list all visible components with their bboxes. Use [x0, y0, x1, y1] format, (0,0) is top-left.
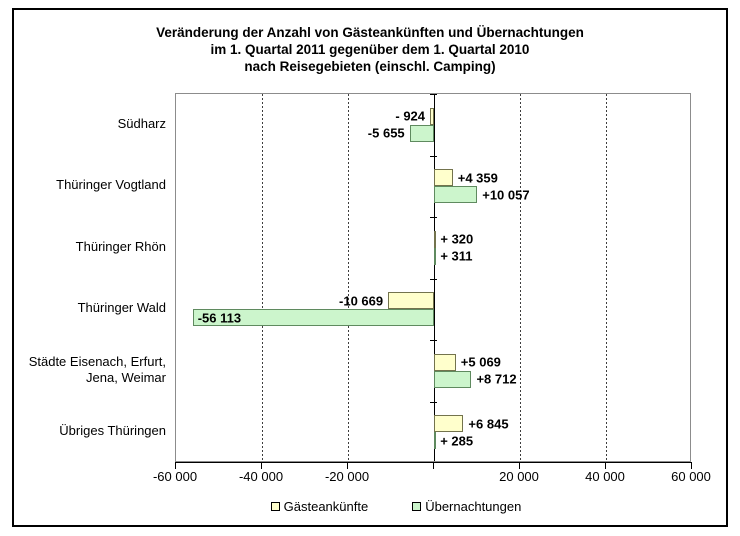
bar-bernachtungen-th-ringer-vogtland	[434, 186, 478, 204]
bar-label-bernachtungen-th-ringer-wald: -56 113	[197, 310, 242, 326]
legend: Gästeankünfte Übernachtungen	[0, 499, 740, 514]
bar-g-steank-nfte-st-dte-eisenach-erfurt	[434, 353, 456, 371]
bar-label-g-steank-nfte-briges-th-ringen: +6 845	[468, 416, 509, 432]
x-tick-label-20000: 20 000	[499, 469, 539, 484]
legend-swatch-gaesteankuenfte	[270, 502, 280, 511]
category-label-th-ringer-vogtland: Thüringer Vogtland	[56, 177, 166, 193]
category-axis-tick	[430, 340, 437, 341]
legend-label-uebernachtungen: Übernachtungen	[425, 499, 522, 514]
category-axis-tick	[430, 94, 437, 95]
x-tick-label--20000: -20 000	[324, 469, 370, 484]
category-axis-tick	[430, 279, 437, 280]
category-label-s-dharz: Südharz	[117, 115, 166, 131]
category-axis-tick	[430, 156, 437, 157]
bar-bernachtungen-th-ringer-rh-n	[434, 247, 436, 265]
category-label-st-dte-eisenach-erfurt: Städte Eisenach, Erfurt, Jena, Weimar	[28, 353, 166, 385]
category-axis-labels: Südharz Thüringer Vogtland Thüringer Rhön T…	[18, 93, 166, 462]
x-axis-tick-40000	[605, 463, 606, 469]
category-label-th-ringer-wald: Thüringer Wald	[77, 300, 166, 316]
bar-label-bernachtungen-st-dte-eisenach-erfurt: +8 712	[476, 371, 517, 387]
x-tick-label--40000: -40 000	[238, 469, 284, 484]
bar-bernachtungen-th-ringer-wald	[192, 309, 434, 327]
bar-bernachtungen-briges-th-ringen	[434, 432, 436, 450]
gridline--20000	[347, 94, 349, 461]
bar-label-g-steank-nfte-st-dte-eisenach-erfurt: +5 069	[460, 354, 501, 370]
chart-title: Veränderung der Anzahl von Gästeankünfte…	[0, 24, 740, 75]
bar-g-steank-nfte-th-ringer-vogtland	[434, 169, 453, 187]
plot-area: - 924 +4 359 + 320 -10 669 +5 069 +6 845 -5 65…	[175, 93, 691, 463]
category-axis-tick	[430, 402, 437, 403]
gridline-20000	[519, 94, 521, 461]
bar-g-steank-nfte-th-ringer-wald	[388, 292, 434, 310]
category-label-briges-th-ringen: Übriges Thüringen	[59, 423, 166, 439]
x-axis-tick--20000	[347, 463, 348, 469]
bar-label-g-steank-nfte-th-ringer-vogtland: +4 359	[457, 170, 498, 186]
category-label-th-ringer-rh-n: Thüringer Rhön	[75, 238, 166, 254]
legend-swatch-uebernachtungen	[412, 502, 422, 511]
bar-label-bernachtungen-briges-th-ringen: + 285	[440, 433, 474, 449]
x-axis-tick-60000	[691, 463, 692, 469]
x-axis-tick--40000	[261, 463, 262, 469]
bar-label-bernachtungen-s-dharz: -5 655	[367, 125, 405, 141]
legend-entry-uebernachtungen: Übernachtungen	[412, 499, 521, 514]
x-axis-line	[175, 462, 692, 463]
bar-g-steank-nfte-briges-th-ringen	[434, 415, 464, 433]
gridline-40000	[605, 94, 607, 461]
bar-g-steank-nfte-s-dharz	[430, 107, 434, 125]
legend-label-gaesteankuenfte: Gästeankünfte	[283, 499, 369, 514]
chart-title-line-3: nach Reisegebieten (einschl. Camping)	[244, 59, 496, 74]
bar-label-g-steank-nfte-s-dharz: - 924	[395, 108, 426, 124]
chart-title-line-1: Veränderung der Anzahl von Gästeankünfte…	[156, 25, 584, 40]
bar-label-bernachtungen-th-ringer-vogtland: +10 057	[482, 187, 530, 203]
x-axis-tick--60000	[175, 463, 176, 469]
x-tick-label-60000: 60 000	[671, 469, 711, 484]
chart-title-line-2: im 1. Quartal 2011 gegenüber dem 1. Quar…	[210, 42, 530, 57]
bar-g-steank-nfte-th-ringer-rh-n	[434, 230, 436, 248]
category-axis-tick	[430, 217, 437, 218]
gridline--40000	[261, 94, 263, 461]
bar-label-g-steank-nfte-th-ringer-wald: -10 669	[339, 293, 384, 309]
x-axis-tick-20000	[519, 463, 520, 469]
legend-entry-gaesteankuenfte: Gästeankünfte	[270, 499, 369, 514]
zero-axis-line	[433, 94, 435, 461]
bar-label-bernachtungen-th-ringer-rh-n: + 311	[440, 248, 473, 264]
bar-bernachtungen-s-dharz	[409, 124, 434, 142]
bar-label-g-steank-nfte-th-ringer-rh-n: + 320	[440, 231, 474, 247]
x-axis-tick-0	[433, 463, 434, 469]
x-tick-label--60000: -60 000	[152, 469, 198, 484]
bar-bernachtungen-st-dte-eisenach-erfurt	[434, 370, 472, 388]
x-tick-label-40000: 40 000	[585, 469, 625, 484]
